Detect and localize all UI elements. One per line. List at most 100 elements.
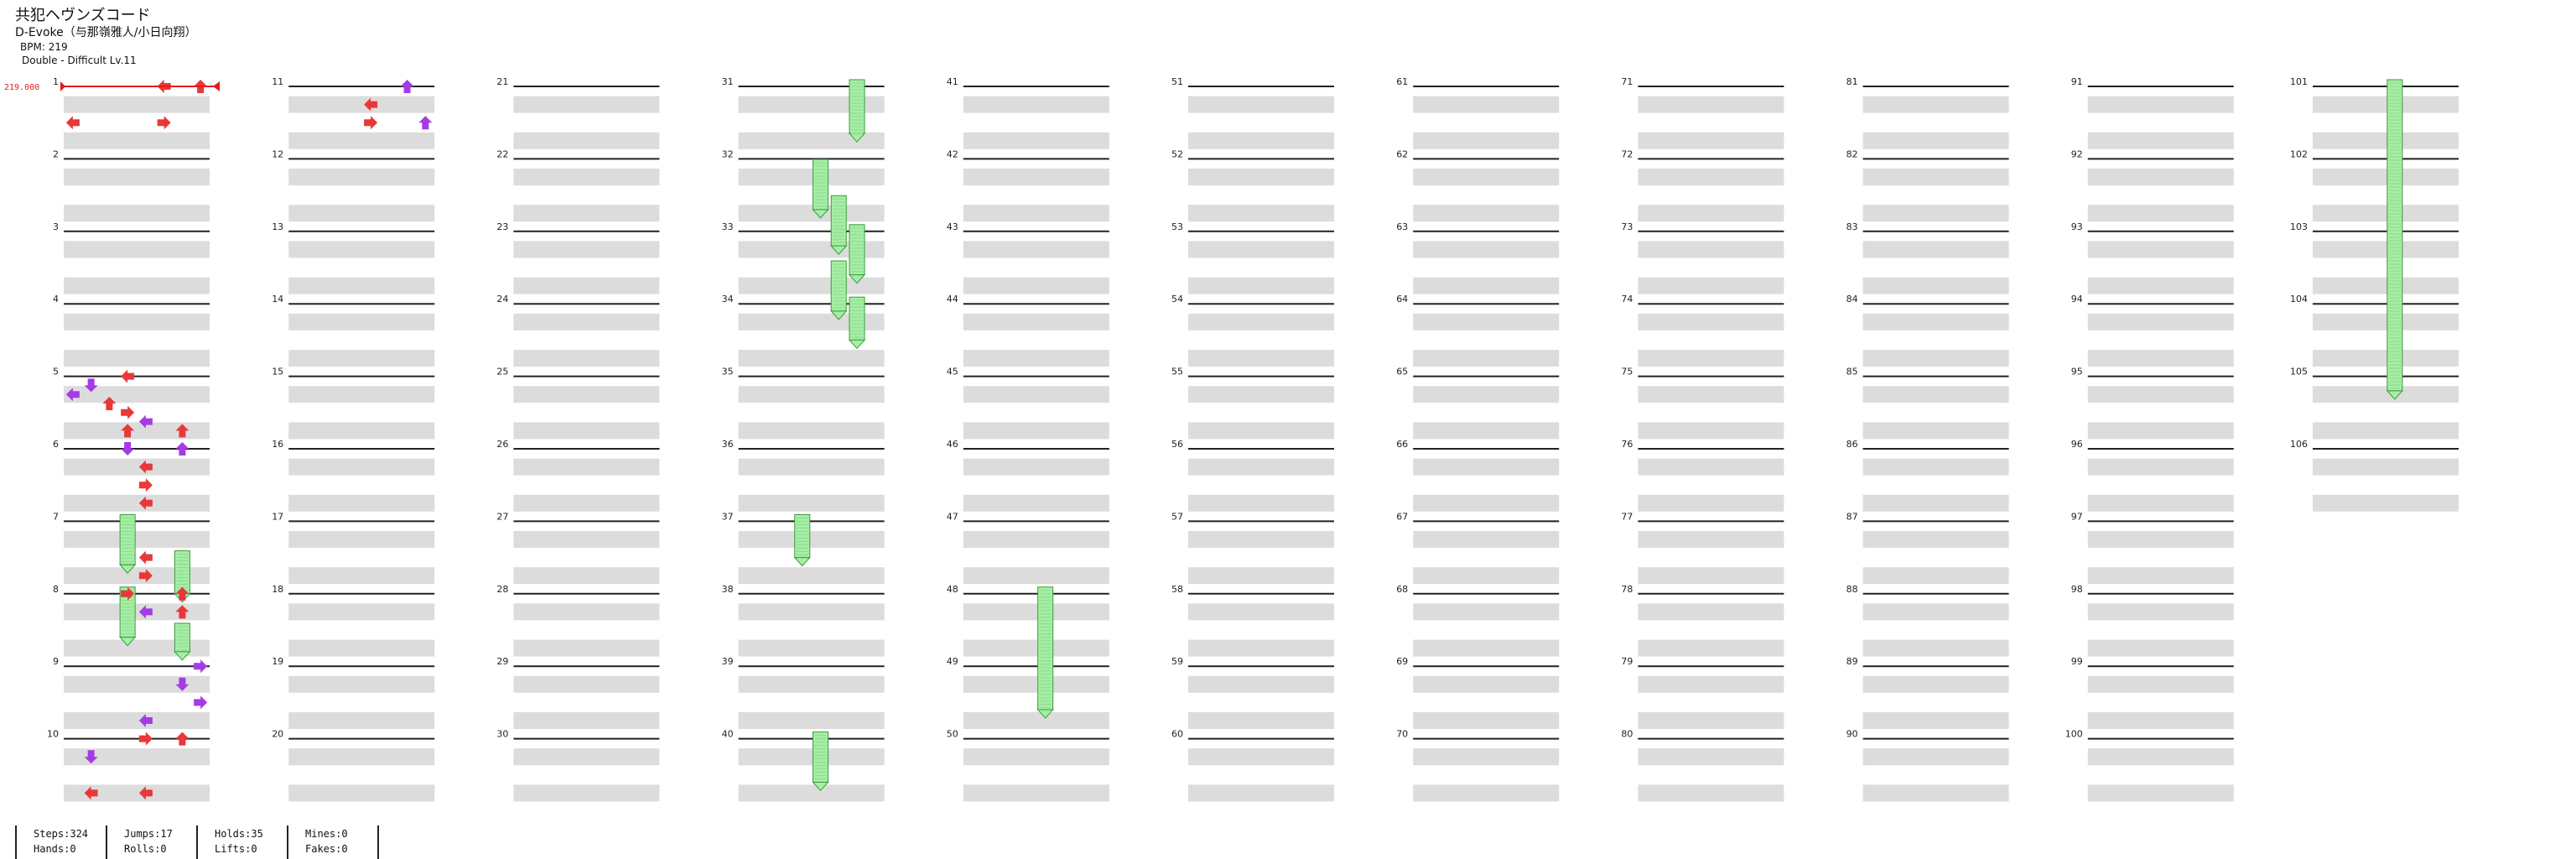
measure-number: 24 [496,294,508,305]
measure-number: 88 [1846,584,1858,595]
measure-number: 101 [2290,76,2308,87]
arrow-shape [138,731,153,746]
measure-number: 4 [53,294,59,305]
measure-number: 56 [1171,439,1183,450]
measure-stripe [64,712,210,729]
measure-stripe [288,241,435,258]
arrow-shape [157,116,171,130]
measure-number: 68 [1396,584,1408,595]
measure-stripe [1413,386,1560,403]
song-bpm: BPM: 219 [20,41,68,53]
measure-stripe [1188,350,1334,367]
measure-number: 75 [1621,367,1633,377]
measure-stripe [963,350,1109,367]
measure-stripe [2087,241,2234,258]
arrow-note [194,659,208,674]
measure-stripe [963,639,1109,657]
measure-stripe [2087,531,2234,548]
measure-stripe [1188,132,1334,149]
measure-number: 90 [1846,729,1858,740]
arrow-note [364,116,378,130]
measure-number: 79 [1621,656,1633,667]
measure-stripe [64,313,210,331]
measure-number: 95 [2071,367,2083,377]
measure-number: 22 [496,148,508,159]
bpm-change-label: 219.000 [4,83,39,92]
measure-number: 9 [53,656,59,667]
measure-stripe [1638,313,1784,331]
measure-stripe [738,748,885,766]
measure-number: 97 [2071,511,2083,522]
measure-stripe [1862,531,2009,548]
stat-jumps: Jumps:17 [124,828,173,840]
hold-note [812,731,829,792]
measure-stripe [963,494,1109,512]
measure-number: 83 [1846,221,1858,232]
measure-stripe [738,313,885,331]
bpm-change-marker: 219.000 [4,81,220,92]
arrow-note [138,605,153,619]
measure-stripe [963,784,1109,802]
measure-stripe [288,132,435,149]
stat-rolls: Rolls:0 [124,843,167,855]
arrow-notes [65,80,433,800]
measure-stripe [513,422,660,440]
measure-stripe [1188,96,1334,113]
stat-mines: Mines:0 [305,828,348,840]
measure-number: 96 [2071,439,2083,450]
measure-number: 25 [496,367,508,377]
measure-stripe [738,494,885,512]
measure-stripe [1413,531,1560,548]
hold-note [812,159,829,219]
arrow-note [175,586,190,601]
measure-stripe [738,277,885,294]
measure-stripe [1638,458,1784,476]
arrow-note [102,397,117,410]
measure-number: 91 [2071,76,2083,87]
measure-stripe [963,96,1109,113]
arrow-note [175,731,190,746]
measure-number: 98 [2071,584,2083,595]
measure-stripe [513,313,660,331]
measure-number: 13 [272,221,283,232]
hold-tail [812,781,829,792]
measure-stripe [2087,567,2234,585]
measure-stripe [64,241,210,258]
measure-number: 20 [272,729,283,740]
hold-tail [793,557,811,567]
arrow-note [138,714,153,727]
hold-tail [848,339,866,350]
song-artist: D-Evoke（与那嶺雅人/小日向翔） [15,26,197,39]
measure-number: 102 [2290,148,2308,159]
arrow-note [121,424,135,438]
measure-number: 93 [2071,221,2083,232]
measure-stripe [738,132,885,149]
measure-stripe [2313,96,2459,113]
arrow-shape [138,714,153,727]
measure-stripe [1862,205,2009,222]
arrow-note [138,460,153,474]
measure-stripe [738,712,885,729]
measure-stripe [1413,494,1560,512]
measure-stripe [1862,567,2009,585]
measure-number: 78 [1621,584,1633,595]
measure-stripe [2313,313,2459,331]
measure-stripe [288,567,435,585]
measure-stripe [2313,132,2459,149]
measure-stripe [1638,494,1784,512]
measure-stripe [1188,277,1334,294]
measure-stripe [738,241,885,258]
measure-stripe [1862,784,2009,802]
measure-number: 48 [947,584,958,595]
arrow-shape [121,369,135,383]
arrow-note [84,786,98,800]
measure-stripe [64,422,210,440]
measure-stripe [513,386,660,403]
hold-body [174,622,190,653]
arrow-note [175,442,190,456]
measure-number: 105 [2290,367,2308,377]
measure-stripe [2087,350,2234,367]
measure-stripe [513,132,660,149]
measure-stripe [1862,603,2009,621]
measure-number: 26 [496,439,508,450]
